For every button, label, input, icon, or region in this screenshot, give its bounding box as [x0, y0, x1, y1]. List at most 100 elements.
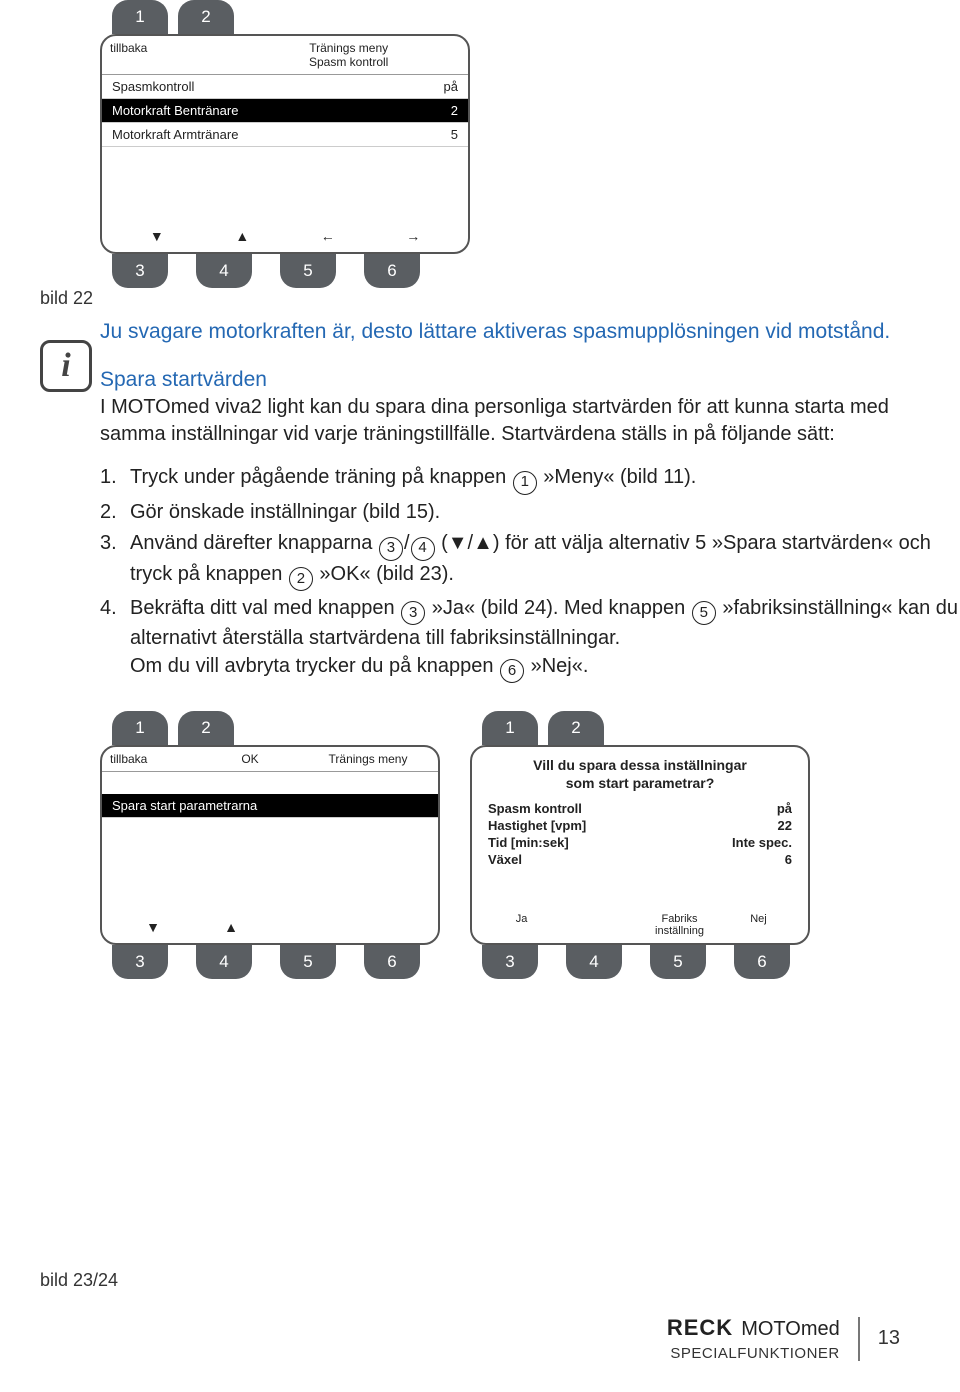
confirm-title-l2: som start parametrar?	[566, 775, 715, 791]
brand-motomed: MOTOmed	[741, 1318, 840, 1341]
footer-brand: RECK MOTOmed SPECIALFUNKTIONER	[667, 1315, 840, 1362]
tab-1: 1	[482, 711, 538, 745]
step-2: 2. Gör önskade inställningar (bild 15).	[100, 499, 960, 527]
steps-list: 1. Tryck under pågående träning på knapp…	[100, 464, 960, 683]
tab-2: 2	[548, 711, 604, 745]
softkey-empty	[561, 913, 640, 937]
tab-5: 5	[280, 945, 336, 979]
arrow-right-icon: →	[371, 228, 457, 244]
tab-6: 6	[364, 945, 420, 979]
tabs-top: 1 2	[100, 0, 470, 34]
topbar-title-l2: Spasm kontroll	[309, 55, 388, 69]
tab-6: 6	[364, 254, 420, 288]
tab-3: 3	[482, 945, 538, 979]
device-screenshot-23: 1 2 tillbaka OK Tränings meny Spara star…	[100, 711, 440, 979]
tab-3: 3	[112, 254, 168, 288]
tabs-bottom: 3 4 5 6	[100, 945, 440, 979]
step-text: Använd därefter knapparna	[130, 532, 378, 554]
arrow-bar: ▼ ▲ ← →	[102, 228, 468, 244]
row-label: Motorkraft Armtränare	[112, 127, 238, 142]
topbar-back: tillbaka	[102, 42, 229, 70]
row-value: 5	[451, 127, 458, 142]
row-label: Spasm kontroll	[488, 801, 582, 816]
step-text: Tryck under pågående träning på knappen	[130, 466, 512, 488]
screen: tillbaka OK Tränings meny Spara start pa…	[100, 745, 440, 945]
screen: tillbaka Tränings meny Spasm kontroll Sp…	[100, 34, 470, 254]
step-text: Om du vill avbryta trycker du på knappen	[130, 655, 499, 677]
settings-list: Spara start parametrarna	[102, 794, 438, 818]
tab-4: 4	[566, 945, 622, 979]
confirm-row: Tid [min:sek]Inte spec.	[484, 834, 796, 851]
page-footer: RECK MOTOmed SPECIALFUNKTIONER 13	[667, 1315, 900, 1362]
tab-1: 1	[112, 0, 168, 34]
row-label: Hastighet [vpm]	[488, 818, 586, 833]
tab-2: 2	[178, 0, 234, 34]
tab-4: 4	[196, 254, 252, 288]
topbar-title: Tränings meny Spasm kontroll	[229, 42, 468, 70]
topbar-ok: OK	[202, 753, 298, 767]
figure-caption-22: bild 22	[40, 288, 93, 309]
tabs-top: 1 2	[100, 711, 440, 745]
softkey-bar: Ja Fabriks inställning Nej	[472, 913, 808, 937]
confirm-box: Vill du spara dessa inställningar som st…	[472, 747, 808, 872]
key-circle-5: 5	[692, 601, 716, 625]
row-value: på	[444, 79, 458, 94]
arrow-bar: ▼ ▲	[102, 919, 438, 935]
key-circle-6: 6	[500, 659, 524, 683]
info-icon: i	[40, 340, 92, 392]
tabs-top: 1 2	[470, 711, 810, 745]
tab-3: 3	[112, 945, 168, 979]
tab-4: 4	[196, 945, 252, 979]
step-text: »Meny« (bild 11).	[538, 466, 697, 488]
row-label: Spara start parametrarna	[112, 798, 257, 813]
device-screenshot-24: 1 2 Vill du spara dessa inställningar so…	[470, 711, 810, 979]
confirm-row: Växel6	[484, 851, 796, 868]
settings-row: Motorkraft Armtränare 5	[102, 123, 468, 147]
confirm-row: Spasm kontroll på	[484, 800, 796, 817]
section-body: I MOTOmed viva2 light kan du spara dina …	[100, 394, 960, 448]
devices-row: 1 2 tillbaka OK Tränings meny Spara star…	[100, 711, 960, 979]
key-circle-3: 3	[401, 601, 425, 625]
row-value: 6	[785, 852, 792, 867]
settings-row: Spasmkontroll på	[102, 75, 468, 99]
key-circle-2: 2	[289, 567, 313, 591]
tab-1: 1	[112, 711, 168, 745]
tab-6: 6	[734, 945, 790, 979]
screen-topbar: tillbaka Tränings meny Spasm kontroll	[102, 36, 468, 75]
step-text: Gör önskade inställningar (bild 15).	[130, 499, 960, 527]
tabs-bottom: 3 4 5 6	[100, 254, 470, 288]
tab-2: 2	[178, 711, 234, 745]
key-circle-4: 4	[411, 537, 435, 561]
key-circle-1: 1	[513, 471, 537, 495]
row-value: 2	[451, 103, 458, 118]
topbar-back: tillbaka	[102, 753, 202, 767]
row-value: Inte spec.	[732, 835, 792, 850]
page-number: 13	[858, 1317, 900, 1361]
screen: Vill du spara dessa inställningar som st…	[470, 745, 810, 945]
key-circle-3: 3	[379, 537, 403, 561]
figure-caption-2324: bild 23/24	[40, 1270, 118, 1291]
confirm-row: Hastighet [vpm] 22	[484, 817, 796, 834]
step-text: »OK« (bild 23).	[314, 563, 454, 585]
row-label: Spasmkontroll	[112, 79, 194, 94]
device-screenshot-22: 1 2 tillbaka Tränings meny Spasm kontrol…	[100, 0, 470, 288]
content-area: Ju svagare motorkraften är, desto lättar…	[100, 318, 960, 683]
tabs-bottom: 3 4 5 6	[470, 945, 810, 979]
settings-row-selected: Spara start parametrarna	[102, 794, 438, 818]
row-value: på	[777, 801, 792, 816]
step-text: Bekräfta ditt val med knappen	[130, 597, 400, 619]
softkey-factory: Fabriks inställning	[640, 913, 719, 937]
softkey-yes: Ja	[482, 913, 561, 937]
topbar-title-l1: Tränings meny	[309, 41, 388, 55]
section-name: SPECIALFUNKTIONER	[670, 1345, 839, 1362]
topbar-title: Tränings meny	[298, 753, 438, 767]
brand-reck: RECK	[667, 1315, 733, 1341]
row-label: Motorkraft Bentränare	[112, 103, 238, 118]
softkey-no: Nej	[719, 913, 798, 937]
row-value: 22	[778, 818, 792, 833]
screen-topbar: tillbaka OK Tränings meny	[102, 747, 438, 772]
arrow-up-icon: ▲	[200, 228, 286, 244]
confirm-title-l1: Vill du spara dessa inställningar	[533, 757, 747, 773]
step-text: »Ja« (bild 24). Med knappen	[426, 597, 691, 619]
confirm-title: Vill du spara dessa inställningar som st…	[484, 757, 796, 792]
